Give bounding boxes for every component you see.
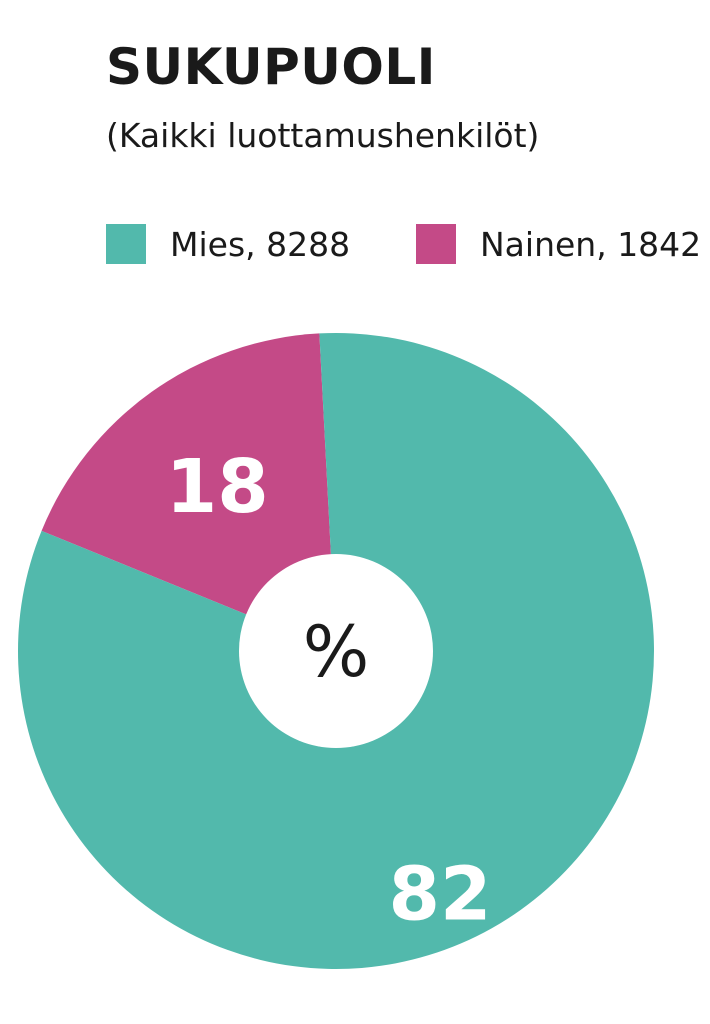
legend-label-mies: Mies, 8288	[170, 224, 351, 264]
slice-label-mies: 82	[389, 851, 492, 937]
legend-label-nainen: Nainen, 1842	[480, 224, 702, 264]
legend-swatch-mies	[106, 224, 146, 264]
chart-subtitle: (Kaikki luottamushenkilöt)	[106, 116, 540, 155]
slice-label-nainen: 18	[166, 444, 269, 530]
legend: Mies, 8288 Nainen, 1842	[0, 222, 710, 266]
legend-item-nainen: Nainen, 1842	[416, 222, 701, 266]
chart-title: SUKUPUOLI	[106, 38, 436, 96]
legend-swatch-nainen	[416, 224, 456, 264]
legend-item-mies: Mies, 8288	[106, 222, 350, 266]
center-percent-label: %	[303, 611, 370, 693]
donut-hole	[239, 554, 433, 748]
slice-nainen	[41, 333, 337, 651]
